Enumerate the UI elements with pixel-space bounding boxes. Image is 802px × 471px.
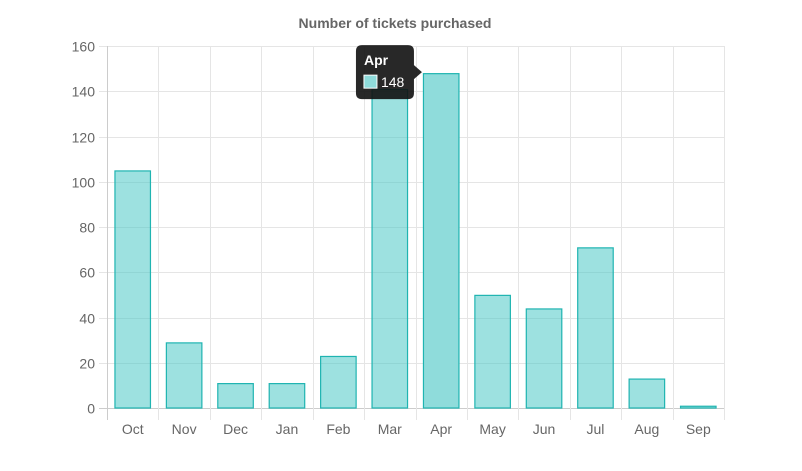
y-tick-label: 40 bbox=[79, 311, 95, 327]
bar-nov[interactable] bbox=[165, 342, 203, 409]
y-tick-label: 160 bbox=[72, 39, 96, 55]
bar-may[interactable] bbox=[474, 294, 511, 409]
bar-aug[interactable] bbox=[628, 378, 666, 409]
bar-jan[interactable] bbox=[268, 383, 306, 409]
grid-lines bbox=[99, 46, 725, 420]
tooltip-value: 148 bbox=[381, 74, 405, 90]
chart-title: Number of tickets purchased bbox=[299, 15, 492, 31]
x-tick-label: Dec bbox=[223, 421, 248, 437]
x-tick-label: Jan bbox=[276, 421, 299, 437]
tooltip-color-swatch bbox=[363, 74, 378, 89]
bar-apr[interactable] bbox=[422, 73, 460, 409]
y-tick-label: 20 bbox=[79, 356, 95, 372]
y-tick-label: 120 bbox=[72, 130, 96, 146]
axes: 0 20 40 60 80 100 120 140 160 Oct Nov Dec Jan Feb Mar A… bbox=[72, 39, 711, 438]
x-tick-label: May bbox=[479, 421, 505, 437]
bar-feb[interactable] bbox=[320, 355, 357, 409]
y-tick-label: 0 bbox=[87, 401, 95, 417]
bar-jul[interactable] bbox=[577, 247, 614, 409]
bar-mar[interactable] bbox=[371, 88, 409, 409]
bar-oct[interactable] bbox=[114, 170, 152, 409]
x-tick-label: Sep bbox=[686, 421, 711, 437]
bars bbox=[114, 73, 717, 409]
x-tick-label: Jun bbox=[533, 421, 556, 437]
x-tick-label: Mar bbox=[378, 421, 402, 437]
x-tick-label: Aug bbox=[634, 421, 659, 437]
y-tick-label: 100 bbox=[72, 175, 96, 191]
y-tick-label: 80 bbox=[79, 220, 95, 236]
tooltip: Apr 148 bbox=[355, 45, 422, 100]
x-tick-label: Apr bbox=[430, 421, 452, 437]
y-tick-label: 140 bbox=[72, 84, 96, 100]
x-tick-label: Oct bbox=[122, 421, 144, 437]
bar-sep[interactable] bbox=[679, 405, 717, 409]
x-tick-label: Jul bbox=[587, 421, 605, 437]
y-tick-label: 60 bbox=[79, 265, 95, 281]
bar-jun[interactable] bbox=[525, 308, 563, 409]
tooltip-title: Apr bbox=[364, 52, 389, 68]
x-tick-label: Nov bbox=[172, 421, 197, 437]
bar-dec[interactable] bbox=[217, 383, 254, 409]
x-tick-label: Feb bbox=[326, 421, 350, 437]
